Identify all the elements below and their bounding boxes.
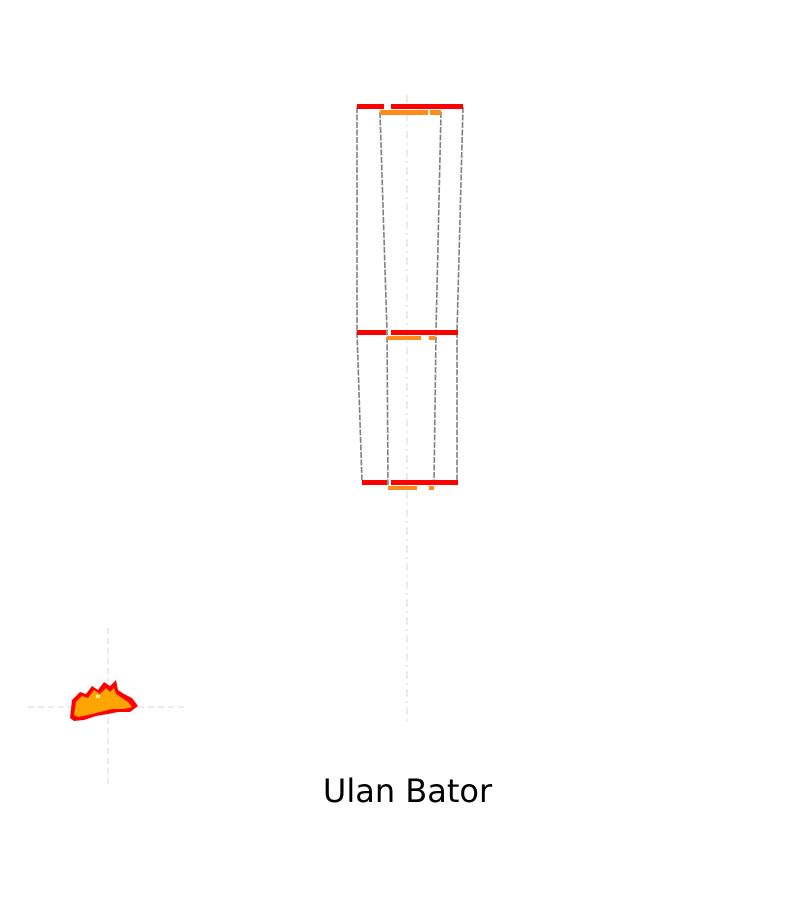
inner-frame-right-edge bbox=[433, 111, 442, 486]
inner-frame-left-edge bbox=[379, 111, 389, 486]
top-level-red-bar-left bbox=[357, 104, 384, 109]
outer-frame-right-edge bbox=[456, 106, 464, 482]
top-level bbox=[357, 104, 463, 115]
locator-marker-fill bbox=[74, 688, 132, 717]
bottom-level bbox=[362, 480, 458, 490]
locator-marker bbox=[70, 680, 138, 721]
top-level-orange-bar-small bbox=[430, 110, 441, 115]
middle-level bbox=[357, 330, 458, 340]
middle-level-orange-bar bbox=[387, 336, 421, 340]
bottom-level-red-bar-right bbox=[391, 480, 458, 485]
bottom-level-orange-bar bbox=[388, 486, 417, 490]
middle-level-red-bar-left bbox=[357, 330, 386, 335]
outer-frame bbox=[356, 106, 464, 483]
location-caption: Ulan Bator bbox=[322, 772, 493, 810]
top-level-red-bar-right bbox=[391, 104, 463, 109]
top-level-orange-bar bbox=[380, 110, 428, 115]
middle-level-orange-bar-small bbox=[429, 336, 435, 340]
locator-marker-highlight bbox=[96, 695, 100, 698]
bottom-level-red-bar-left bbox=[362, 480, 387, 485]
outer-frame-left-edge bbox=[356, 107, 363, 483]
inner-frame bbox=[379, 111, 442, 486]
bottom-level-orange-bar-small bbox=[429, 486, 434, 490]
middle-level-red-bar-right bbox=[391, 330, 458, 335]
